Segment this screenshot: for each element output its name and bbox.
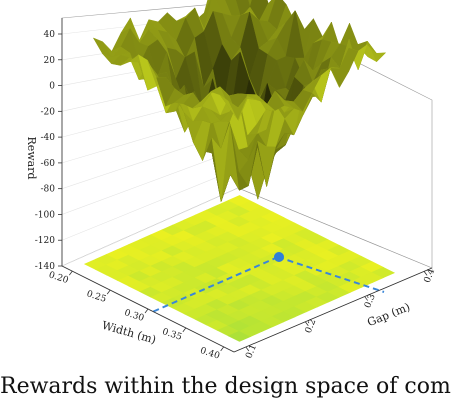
x-tick-label: 0.30 [123,308,145,324]
x-tick-label: 0.40 [199,346,221,362]
z-tick-label: 20 [44,56,56,66]
y-tick-label: 0.2 [304,318,319,335]
z-tick-label: -140 [35,262,55,272]
wall-gridline [61,149,239,215]
optimum-guide-width [149,256,279,314]
x-axis-label: Width (m) [100,319,157,347]
y-tick-mark [423,271,428,276]
x-tick-label: 0.35 [161,327,183,343]
x-tick-label: 0.20 [47,270,69,286]
surface-facet [228,96,248,120]
heatmap-cell [371,266,396,279]
optimum-guide-gap [277,256,385,293]
z-axis-label: Reward [25,136,38,179]
y-tick-mark [245,346,250,352]
figure-caption: Rewards within the design space of com [0,374,451,399]
floor-heatmap [83,195,396,342]
z-tick-label: -40 [41,133,56,143]
y-axis: 0.40.30.20.1 [233,267,437,360]
reward-surface [92,0,387,203]
z-tick-label: -100 [35,210,55,220]
z-tick-label: -20 [41,107,56,117]
y-tick-mark [304,321,309,327]
z-tick-label: -80 [41,185,56,195]
surface-facet [247,0,253,9]
y-tick-mark [364,296,368,301]
y-axis-line [233,267,433,353]
z-tick-label: -60 [41,159,56,169]
z-tick-label: 0 [49,82,55,92]
x-tick-mark [182,327,187,333]
z-axis: 40 20 0 -20 -40 -60 -80 -100 -120 -140 [35,18,63,272]
wall-gridline [61,168,239,241]
z-tick-label: 40 [44,30,56,40]
x-tick-mark [220,346,224,352]
x-tick-label: 0.25 [85,289,107,305]
x-tick-mark [68,270,73,276]
y-tick-label: 0.1 [244,343,259,360]
z-tick-label: -120 [35,236,55,246]
optimum-marker [274,252,284,262]
x-tick-mark [144,308,149,314]
x-tick-mark [106,289,111,295]
wall-gridline [61,187,239,267]
